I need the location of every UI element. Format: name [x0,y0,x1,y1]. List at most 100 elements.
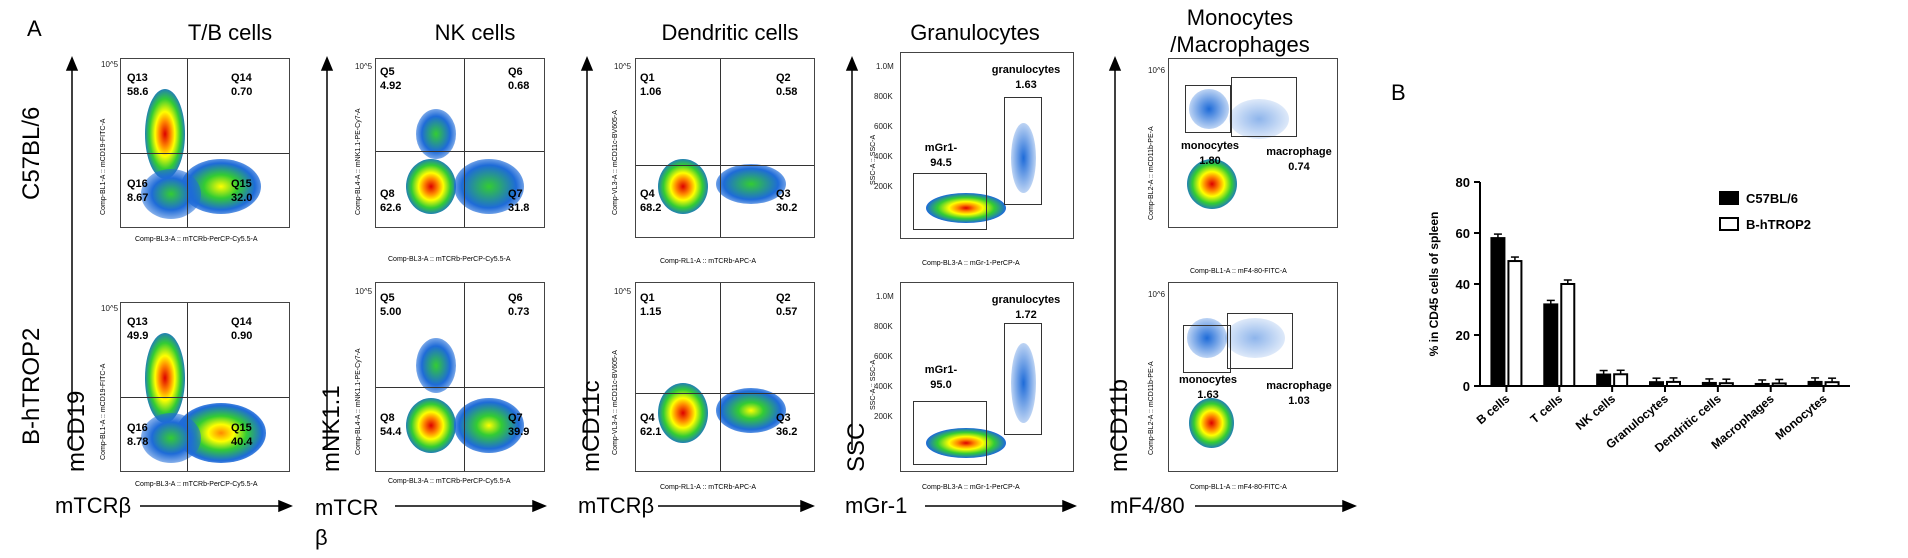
gate-monocytes: monocytes 1.63 [1178,374,1238,401]
tb-tick-top: 10^5 [101,60,119,69]
y-axis-label-mcd19: mCD19 [63,390,90,472]
tb-yaxis-text-c57: Comp-BL1-A :: mCD19-FITC-A [100,118,107,215]
bar-3-1 [1666,380,1681,387]
bar-0-1 [1507,260,1523,387]
tb-plot-c57: Q13 58.6 Q14 0.70 Q16 8.67 Q15 32.0 [120,58,290,228]
nk-xaxis-text-htrop2: Comp-BL3-A :: mTCRb-PerCP-Cy5.5-A [388,478,511,485]
mo-tick-top: 10^6 [1148,66,1166,75]
gate-q3: Q3 36.2 [776,412,798,438]
gate-granulocytes: granulocytes 1.72 [991,294,1061,321]
gr-tick-1m: 1.0M [876,62,894,71]
gate-q4: Q4 68.2 [640,188,662,214]
gr-tick-200k-b: 200K [874,412,893,421]
bar-2-0 [1596,373,1612,387]
gr-plot-htrop2: granulocytes 1.72 mGr1- 95.0 [900,282,1074,472]
gate-q3: Q3 30.2 [776,188,798,214]
legend-swatch-1 [1719,217,1739,231]
column-title-gr: Granulocytes [910,20,1040,45]
x-axis-label-nk: mTCR β [315,495,379,550]
nk-tick-top-b: 10^5 [355,287,373,296]
panel-label-b: B [1391,80,1406,105]
x-tick-label: B cells [1474,391,1513,427]
gate-q15: Q15 40.4 [231,422,253,448]
y-axis-label-mnk11: mNK1.1 [318,385,345,472]
bar-4-1 [1718,382,1734,388]
mo-yaxis-text-htrop2: Comp-BL2-A :: mCD11b-PE-A [1148,361,1155,455]
panel-label-a: A [27,16,42,41]
gate-q14: Q14 0.90 [231,316,253,342]
gr-tick-600k: 600K [874,122,893,131]
row-label-c57: C57BL/6 [18,106,45,200]
dc-tick-top: 10^5 [614,62,632,71]
bar-3-0 [1649,381,1664,388]
y-tick-label: 20 [1456,328,1470,343]
column-title-mo-1: Monocytes [1186,5,1294,30]
gate-q7: Q7 39.9 [508,412,530,438]
gr-tick-200k: 200K [874,182,893,191]
gate-monocytes: monocytes 1.80 [1180,140,1240,167]
nk-yaxis-text-c57: Comp-BL4-A :: mNK1.1-PE-Cy7-A [355,108,362,215]
bar-2-1 [1613,373,1629,388]
tb-xaxis-text-htrop2: Comp-BL3-A :: mTCRb-PerCP-Cy5.5-A [135,481,258,488]
x-tick-label: Monocytes [1772,391,1829,442]
legend-swatch-0 [1719,191,1739,205]
column-title-mo-2: /Macrophages [1170,32,1310,57]
mo-plot-htrop2: monocytes 1.63 macrophage 1.03 [1168,282,1338,472]
gate-q16: Q16 8.67 [127,178,149,204]
bar-5-1 [1771,382,1787,387]
nk-plot-c57: Q5 4.92 Q6 0.68 Q8 62.6 Q7 31.8 [375,58,545,228]
gate-q5: Q5 4.92 [380,66,402,92]
dc-xaxis-text-c57: Comp-RL1-A :: mTCRb-APC-A [660,258,757,265]
mo-plot-c57: monocytes 1.80 macrophage 0.74 [1168,58,1338,228]
nk-plot-htrop2: Q5 5.00 Q6 0.73 Q8 54.4 Q7 39.9 [375,282,545,472]
dc-yaxis-text-c57: Comp-VL3-A :: mCD11c-BV605-A [612,110,619,215]
y-axis-label: % in CD45 cells of spleen [1427,212,1441,357]
y-tick-label: 60 [1456,226,1470,241]
gate-mgr1-neg: mGr1- 95.0 [924,364,958,391]
tb-xaxis-text-c57: Comp-BL3-A :: mTCRb-PerCP-Cy5.5-A [135,236,258,243]
y-tick-label: 80 [1456,175,1470,190]
gate-q2: Q2 0.58 [776,72,798,98]
gr-tick-1m-b: 1.0M [876,292,894,301]
gate-q4: Q4 62.1 [640,412,662,438]
gate-q13: Q13 49.9 [127,316,149,342]
bar-6-1 [1824,381,1840,388]
row-label-hTROP2: B-hTROP2 [18,327,45,445]
column-title-dc: Dendritic cells [661,20,799,45]
gate-q6: Q6 0.68 [508,66,530,92]
gate-q6: Q6 0.73 [508,292,530,318]
mo-yaxis-text-c57: Comp-BL2-A :: mCD11b-PE-A [1148,126,1155,220]
dc-plot-c57: Q1 1.06 Q2 0.58 Q4 68.2 Q3 30.2 [635,58,815,238]
nk-tick-top: 10^5 [355,62,373,71]
bar-1-1 [1560,283,1576,387]
gate-mgr1-neg: mGr1- 94.5 [924,142,958,169]
tb-tick-top-b: 10^5 [101,304,119,313]
x-tick-label: T cells [1528,391,1566,426]
bar-4-0 [1701,381,1717,388]
y-tick-label: 40 [1456,277,1470,292]
gate-q13: Q13 58.6 [127,72,149,98]
nk-yaxis-text-htrop2: Comp-BL4-A :: mNK1.1-PE-Cy7-A [355,348,362,455]
gate-q1: Q1 1.15 [640,292,662,318]
bar-0-0 [1490,237,1506,387]
gate-q2: Q2 0.57 [776,292,798,318]
y-axis-label-mcd11b: mCD11b [1106,379,1133,472]
column-title-tb: T/B cells [187,20,273,45]
gate-macrophage: macrophage 0.74 [1266,146,1332,173]
x-tick-label: NK cells [1573,391,1619,432]
gate-q1: Q1 1.06 [640,72,662,98]
dc-yaxis-text-htrop2: Comp-VL3-A :: mCD11c-BV605-A [612,350,619,455]
tb-plot-htrop2: Q13 49.9 Q14 0.90 Q16 8.78 Q15 40.4 [120,302,290,472]
dc-plot-htrop2: Q1 1.15 Q2 0.57 Q4 62.1 Q3 36.2 [635,282,815,472]
gr-tick-400k-b: 400K [874,382,893,391]
gr-tick-600k-b: 600K [874,352,893,361]
bar-5-0 [1754,382,1770,388]
dc-xaxis-text-htrop2: Comp-RL1-A :: mTCRb-APC-A [660,484,757,491]
gr-tick-800k: 800K [874,92,893,101]
gr-tick-800k-b: 800K [874,322,893,331]
gate-q7: Q7 31.8 [508,188,530,214]
gr-xaxis-text-htrop2: Comp-BL3-A :: mGr-1-PerCP-A [922,484,1020,491]
gate-macrophage: macrophage 1.03 [1266,380,1332,407]
mo-xaxis-text-c57: Comp-BL1-A :: mF4-80-FITC-A [1190,268,1287,275]
legend-label-1: B-hTROP2 [1746,217,1811,232]
